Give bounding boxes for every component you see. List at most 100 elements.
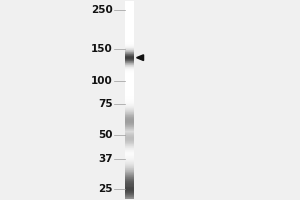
Bar bbox=[124, 147, 134, 148]
Bar bbox=[124, 180, 134, 181]
Bar bbox=[124, 92, 134, 93]
Bar bbox=[124, 89, 134, 90]
Bar bbox=[124, 106, 134, 107]
Bar bbox=[124, 122, 134, 123]
Bar bbox=[124, 117, 134, 118]
Bar bbox=[124, 62, 134, 63]
Bar bbox=[124, 171, 134, 172]
Bar bbox=[124, 45, 134, 46]
Bar bbox=[124, 145, 134, 146]
Bar bbox=[124, 159, 134, 160]
Bar bbox=[124, 141, 134, 142]
Bar bbox=[124, 78, 134, 79]
Bar bbox=[124, 76, 134, 77]
Bar bbox=[124, 161, 134, 162]
Bar bbox=[124, 115, 134, 116]
Bar bbox=[124, 42, 134, 43]
Bar bbox=[124, 191, 134, 192]
Bar bbox=[124, 46, 134, 47]
Bar bbox=[124, 179, 134, 180]
Bar bbox=[124, 102, 134, 103]
Bar bbox=[124, 21, 134, 22]
Bar bbox=[124, 172, 134, 173]
Bar bbox=[124, 146, 134, 147]
Bar bbox=[124, 70, 134, 71]
Bar bbox=[124, 9, 134, 10]
Bar bbox=[124, 19, 134, 20]
Bar bbox=[124, 165, 134, 166]
Bar bbox=[124, 140, 134, 141]
Bar bbox=[124, 49, 134, 50]
Bar bbox=[124, 123, 134, 124]
Bar bbox=[124, 173, 134, 174]
Bar bbox=[124, 120, 134, 121]
Bar bbox=[124, 35, 134, 36]
Bar bbox=[124, 74, 134, 75]
Bar bbox=[124, 95, 134, 96]
Bar bbox=[124, 189, 134, 190]
Bar bbox=[124, 90, 134, 91]
Bar bbox=[124, 130, 134, 131]
Bar bbox=[124, 133, 134, 134]
Bar bbox=[124, 55, 134, 56]
Bar bbox=[124, 157, 134, 158]
Bar bbox=[124, 170, 134, 171]
Bar bbox=[124, 100, 134, 101]
Bar bbox=[124, 83, 134, 84]
Bar bbox=[124, 3, 134, 4]
Bar bbox=[124, 75, 134, 76]
Bar bbox=[124, 66, 134, 67]
Bar bbox=[124, 186, 134, 187]
Text: 75: 75 bbox=[98, 99, 113, 109]
Bar bbox=[124, 108, 134, 109]
Bar bbox=[124, 187, 134, 188]
Bar bbox=[124, 149, 134, 150]
Bar bbox=[124, 139, 134, 140]
Bar bbox=[124, 14, 134, 15]
Text: 250: 250 bbox=[91, 5, 113, 15]
Bar bbox=[124, 4, 134, 5]
Bar bbox=[124, 65, 134, 66]
Bar bbox=[124, 101, 134, 102]
Bar bbox=[124, 23, 134, 24]
Bar bbox=[124, 73, 134, 74]
Bar bbox=[124, 111, 134, 112]
Text: 100: 100 bbox=[91, 76, 113, 86]
Bar bbox=[124, 196, 134, 197]
Bar bbox=[124, 177, 134, 178]
Bar bbox=[124, 99, 134, 100]
Text: 25: 25 bbox=[98, 184, 113, 194]
Bar bbox=[124, 13, 134, 14]
Bar bbox=[124, 144, 134, 145]
Bar bbox=[124, 195, 134, 196]
Bar bbox=[124, 104, 134, 105]
Bar bbox=[124, 69, 134, 70]
Bar bbox=[124, 188, 134, 189]
Bar bbox=[124, 176, 134, 177]
Bar bbox=[124, 178, 134, 179]
Polygon shape bbox=[136, 55, 144, 61]
Bar bbox=[124, 148, 134, 149]
Bar bbox=[124, 12, 134, 13]
Bar bbox=[124, 94, 134, 95]
Bar bbox=[124, 175, 134, 176]
Bar bbox=[124, 81, 134, 82]
Text: 50: 50 bbox=[98, 130, 113, 140]
Bar bbox=[124, 155, 134, 156]
Bar bbox=[124, 166, 134, 167]
Bar bbox=[124, 5, 134, 195]
Bar bbox=[124, 163, 134, 164]
Bar bbox=[124, 86, 134, 87]
Bar bbox=[124, 197, 134, 198]
Bar bbox=[124, 25, 134, 26]
Bar bbox=[124, 53, 134, 54]
Bar bbox=[124, 56, 134, 57]
Bar bbox=[124, 143, 134, 144]
Bar bbox=[124, 136, 134, 137]
Bar bbox=[124, 198, 134, 199]
Bar bbox=[124, 112, 134, 113]
Bar bbox=[124, 98, 134, 99]
Bar bbox=[124, 125, 134, 126]
Bar bbox=[124, 2, 134, 3]
Bar bbox=[124, 44, 134, 45]
